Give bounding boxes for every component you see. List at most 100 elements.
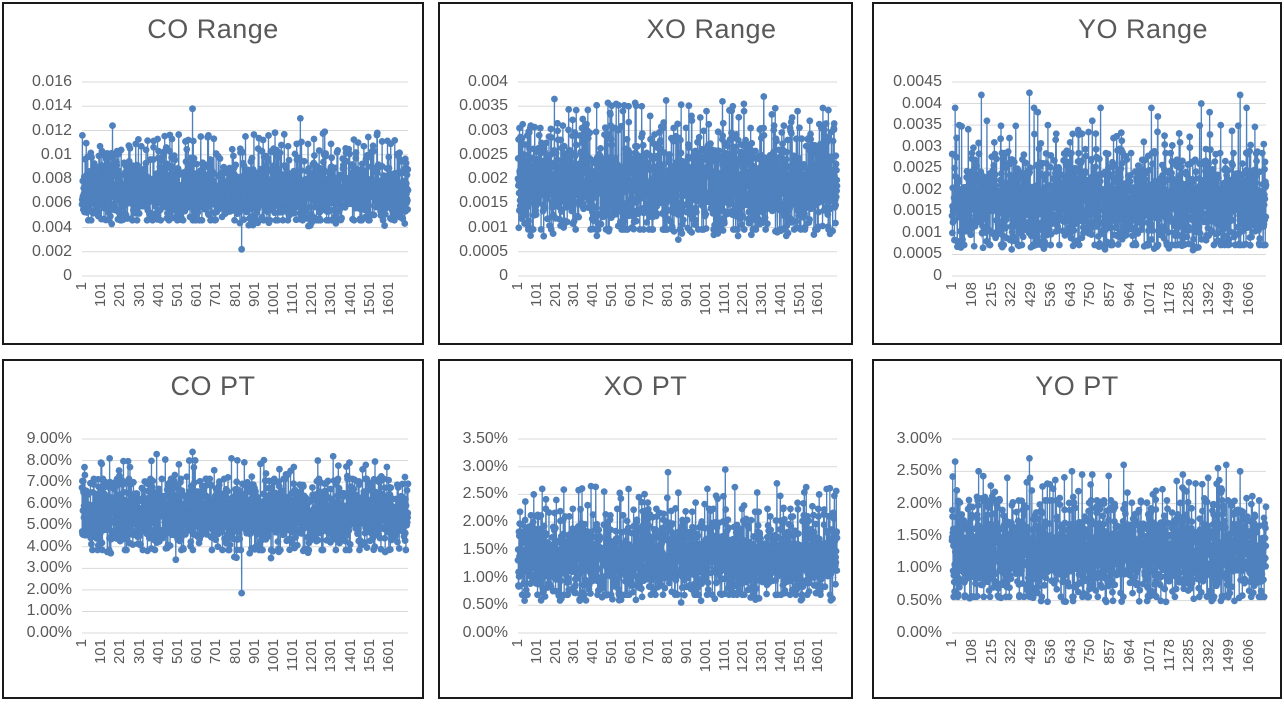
plot-area-co-pt bbox=[4, 361, 422, 697]
x-axis-tick-label: 1201 bbox=[734, 639, 752, 673]
x-axis-tick-label: 1178 bbox=[1160, 282, 1178, 315]
y-axis-tick-label: 0 bbox=[499, 267, 508, 284]
y-axis-tick-label: 0.00% bbox=[26, 624, 72, 641]
y-axis-tick-label: 0.006 bbox=[31, 194, 72, 212]
y-axis-tick-label: 2.00% bbox=[896, 494, 942, 512]
x-axis-tick-label: 901 bbox=[677, 282, 695, 308]
y-axis-tick-label: 0.004 bbox=[901, 94, 942, 112]
y-axis-tick-label: 0.003 bbox=[467, 121, 508, 139]
x-axis-tick-label: 701 bbox=[207, 639, 225, 665]
x-axis-tick-label: 701 bbox=[640, 639, 658, 665]
y-axis-tick-label: 0.0045 bbox=[893, 73, 942, 90]
plot-area-xo-pt bbox=[440, 361, 851, 697]
y-axis-tick-label: 1.50% bbox=[896, 527, 942, 544]
x-axis-tick-label: 1201 bbox=[303, 639, 321, 673]
x-axis-tick-label: 322 bbox=[1002, 282, 1020, 308]
chart-title-co-pt: CO PT bbox=[170, 371, 256, 401]
x-axis-tick-label: 601 bbox=[621, 282, 639, 308]
x-axis-tick-label: 215 bbox=[982, 282, 1000, 308]
x-axis-tick-label: 964 bbox=[1120, 639, 1138, 665]
chart-panel-yo-pt: YO PT 3.00% 2.50% 2.00% 1.50% 1.00% 0.50% 0.00… bbox=[872, 359, 1282, 699]
chart-title-co-range: CO Range bbox=[147, 14, 279, 44]
x-axis-tick-label: 101 bbox=[92, 282, 110, 308]
y-axis-tick-label: 0.003 bbox=[901, 137, 942, 155]
x-axis-tick-label: 501 bbox=[602, 282, 620, 308]
x-axis-tick-label: 1301 bbox=[322, 639, 340, 673]
y-axis-tick-label: 0 bbox=[933, 267, 942, 284]
x-axis-tick-label: 101 bbox=[92, 639, 110, 665]
y-axis-tick-label: 0.0015 bbox=[459, 194, 508, 212]
y-axis-tick-label: 9.00% bbox=[26, 430, 72, 447]
y-axis-tick-label: 0.002 bbox=[901, 180, 942, 198]
x-axis-tick-label: 536 bbox=[1041, 282, 1059, 308]
y-axis-tick-label: 1.00% bbox=[26, 602, 72, 620]
x-axis-tick-label: 1001 bbox=[696, 639, 714, 673]
x-axis-tick-label: 1 bbox=[943, 282, 960, 291]
x-axis-tick-label: 601 bbox=[188, 282, 206, 308]
x-axis-tick-label: 801 bbox=[659, 639, 677, 665]
x-axis-tick-label: 108 bbox=[962, 639, 980, 665]
x-axis-tick-label: 801 bbox=[226, 639, 244, 665]
x-axis-tick-label: 1601 bbox=[809, 639, 827, 673]
x-axis-tick-label: 1071 bbox=[1140, 282, 1158, 316]
y-axis-tick-label: 0.004 bbox=[31, 218, 72, 236]
x-axis-tick-label: 1 bbox=[509, 639, 526, 648]
y-axis-tick-label: 8.00% bbox=[26, 451, 72, 469]
chart-panel-yo-range: YO Range 0.0045 0.004 0.0035 0.003 0.0025 0.0… bbox=[872, 2, 1282, 345]
x-axis-tick-label: 1499 bbox=[1219, 639, 1237, 673]
x-axis-tick-label: 1071 bbox=[1140, 639, 1158, 673]
x-axis-tick-label: 1101 bbox=[284, 639, 302, 672]
x-axis-tick-label: 1101 bbox=[284, 282, 302, 315]
x-axis-tick-label: 1601 bbox=[380, 282, 397, 316]
x-axis-tick-label: 401 bbox=[149, 639, 167, 665]
chart-title-xo-range: XO Range bbox=[646, 14, 777, 44]
x-axis-tick-label: 201 bbox=[111, 282, 129, 308]
x-axis-tick-label: 601 bbox=[188, 639, 206, 665]
y-axis-tick-label: 3.00% bbox=[26, 559, 72, 577]
plot-area-yo-range bbox=[874, 4, 1280, 343]
chart-panel-co-pt: CO PT 9.00% 8.00% 7.00% 6.00% 5.00% 4.00% 3.00… bbox=[2, 359, 424, 699]
x-axis-tick-label: 1101 bbox=[715, 282, 733, 315]
x-axis-tick-label: 1 bbox=[943, 639, 960, 648]
x-axis-tick-label: 1001 bbox=[696, 282, 714, 316]
x-axis-tick-label: 1401 bbox=[771, 639, 789, 673]
x-axis-tick-label: 857 bbox=[1101, 282, 1119, 308]
y-axis-tick-label: 6.00% bbox=[26, 494, 72, 512]
x-axis-tick-label: 1501 bbox=[790, 639, 808, 673]
x-axis-tick-label: 401 bbox=[584, 639, 602, 665]
x-axis-tick-label: 1501 bbox=[360, 282, 378, 316]
x-axis-tick-label: 301 bbox=[565, 639, 583, 665]
chart-title-yo-pt: YO PT bbox=[1035, 371, 1119, 401]
y-axis-tick-label: 0.002 bbox=[467, 170, 508, 187]
y-axis-tick-label: 1.00% bbox=[462, 568, 508, 586]
chart-panel-xo-range: XO Range 0.004 0.0035 0.003 0.0025 0.002 0.00… bbox=[438, 2, 853, 345]
chart-title-yo-range: YO Range bbox=[1077, 14, 1209, 44]
y-axis-tick-label: 1.00% bbox=[896, 559, 942, 577]
x-axis-tick-label: 1606 bbox=[1239, 282, 1257, 316]
x-axis-tick-label: 501 bbox=[168, 639, 186, 665]
y-axis-tick-label: 0.00% bbox=[462, 624, 508, 641]
y-axis-tick-label: 2.50% bbox=[462, 485, 508, 503]
y-axis-tick-label: 0.0005 bbox=[893, 245, 942, 263]
x-axis-tick-label: 1301 bbox=[753, 282, 771, 316]
x-axis-tick-label: 1 bbox=[73, 639, 90, 648]
y-axis-tick-label: 1.50% bbox=[462, 540, 508, 558]
y-axis-tick-label: 0.002 bbox=[31, 242, 72, 260]
y-axis-tick-label: 0.014 bbox=[31, 97, 72, 115]
x-axis-tick-label: 1392 bbox=[1200, 282, 1218, 316]
y-axis-tick-label: 0.016 bbox=[31, 73, 72, 90]
x-axis-tick-label: 401 bbox=[584, 282, 602, 308]
y-axis-tick-label: 0.004 bbox=[467, 73, 508, 90]
x-axis-tick-label: 429 bbox=[1022, 282, 1040, 308]
x-axis-tick-label: 1401 bbox=[341, 282, 359, 316]
x-axis-tick-label: 1178 bbox=[1160, 639, 1178, 672]
x-axis-tick-label: 801 bbox=[659, 282, 677, 308]
x-axis-tick-label: 501 bbox=[602, 639, 620, 665]
chart-panel-xo-pt: XO PT 3.50% 3.00% 2.50% 2.00% 1.50% 1.00% 0.50… bbox=[438, 359, 853, 699]
x-axis-tick-label: 701 bbox=[640, 282, 658, 308]
x-axis-tick-label: 750 bbox=[1081, 282, 1099, 308]
y-axis-tick-label: 3.50% bbox=[462, 430, 508, 447]
x-axis-tick-label: 1392 bbox=[1200, 639, 1218, 673]
x-axis-tick-label: 801 bbox=[226, 282, 244, 308]
